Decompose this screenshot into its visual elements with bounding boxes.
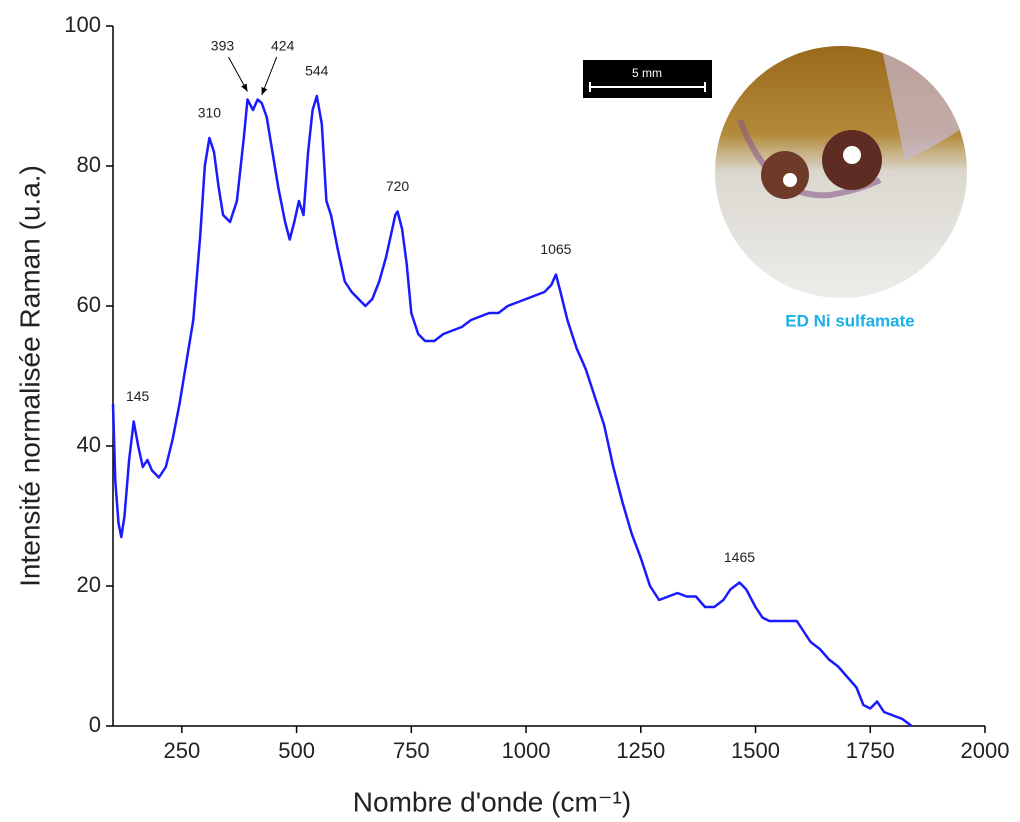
arrow-head xyxy=(241,83,248,92)
pit-spot xyxy=(783,173,797,187)
inset-caption: ED Ni sulfamate xyxy=(785,311,914,330)
spectrum-line xyxy=(111,94,913,727)
peak-label: 393 xyxy=(211,38,235,54)
scale-bar-label: 5 mm xyxy=(632,66,662,80)
peak-label: 720 xyxy=(386,178,410,194)
inset-photo: 5 mm ED Ni sulfamate xyxy=(583,46,967,330)
x-axis-label: Nombre d'onde (cm⁻¹) xyxy=(353,786,631,817)
y-tick-label: 100 xyxy=(64,12,101,37)
x-tick-label: 750 xyxy=(393,738,430,763)
peak-label: 1465 xyxy=(724,549,755,565)
pit-spot xyxy=(843,146,861,164)
pit xyxy=(761,151,809,199)
y-tick-label: 80 xyxy=(77,152,101,177)
x-tick-label: 1250 xyxy=(616,738,665,763)
y-tick-label: 0 xyxy=(89,712,101,737)
arrow-head xyxy=(261,87,268,95)
x-tick-label: 500 xyxy=(278,738,315,763)
x-tick-label: 2000 xyxy=(961,738,1010,763)
peak-label: 424 xyxy=(271,38,295,54)
y-tick-label: 60 xyxy=(77,292,101,317)
y-axis-label: Intensité normalisée Raman (u.a.) xyxy=(14,165,45,587)
y-tick-label: 20 xyxy=(77,572,101,597)
x-tick-label: 250 xyxy=(163,738,200,763)
peak-label: 145 xyxy=(126,388,150,404)
scale-bar-box xyxy=(583,60,712,98)
peak-label: 1065 xyxy=(540,241,571,257)
peak-label: 310 xyxy=(198,105,222,121)
peak-label: 544 xyxy=(305,63,329,79)
x-tick-label: 1000 xyxy=(502,738,551,763)
x-tick-label: 1500 xyxy=(731,738,780,763)
x-tick-label: 1750 xyxy=(846,738,895,763)
y-tick-label: 40 xyxy=(77,432,101,457)
